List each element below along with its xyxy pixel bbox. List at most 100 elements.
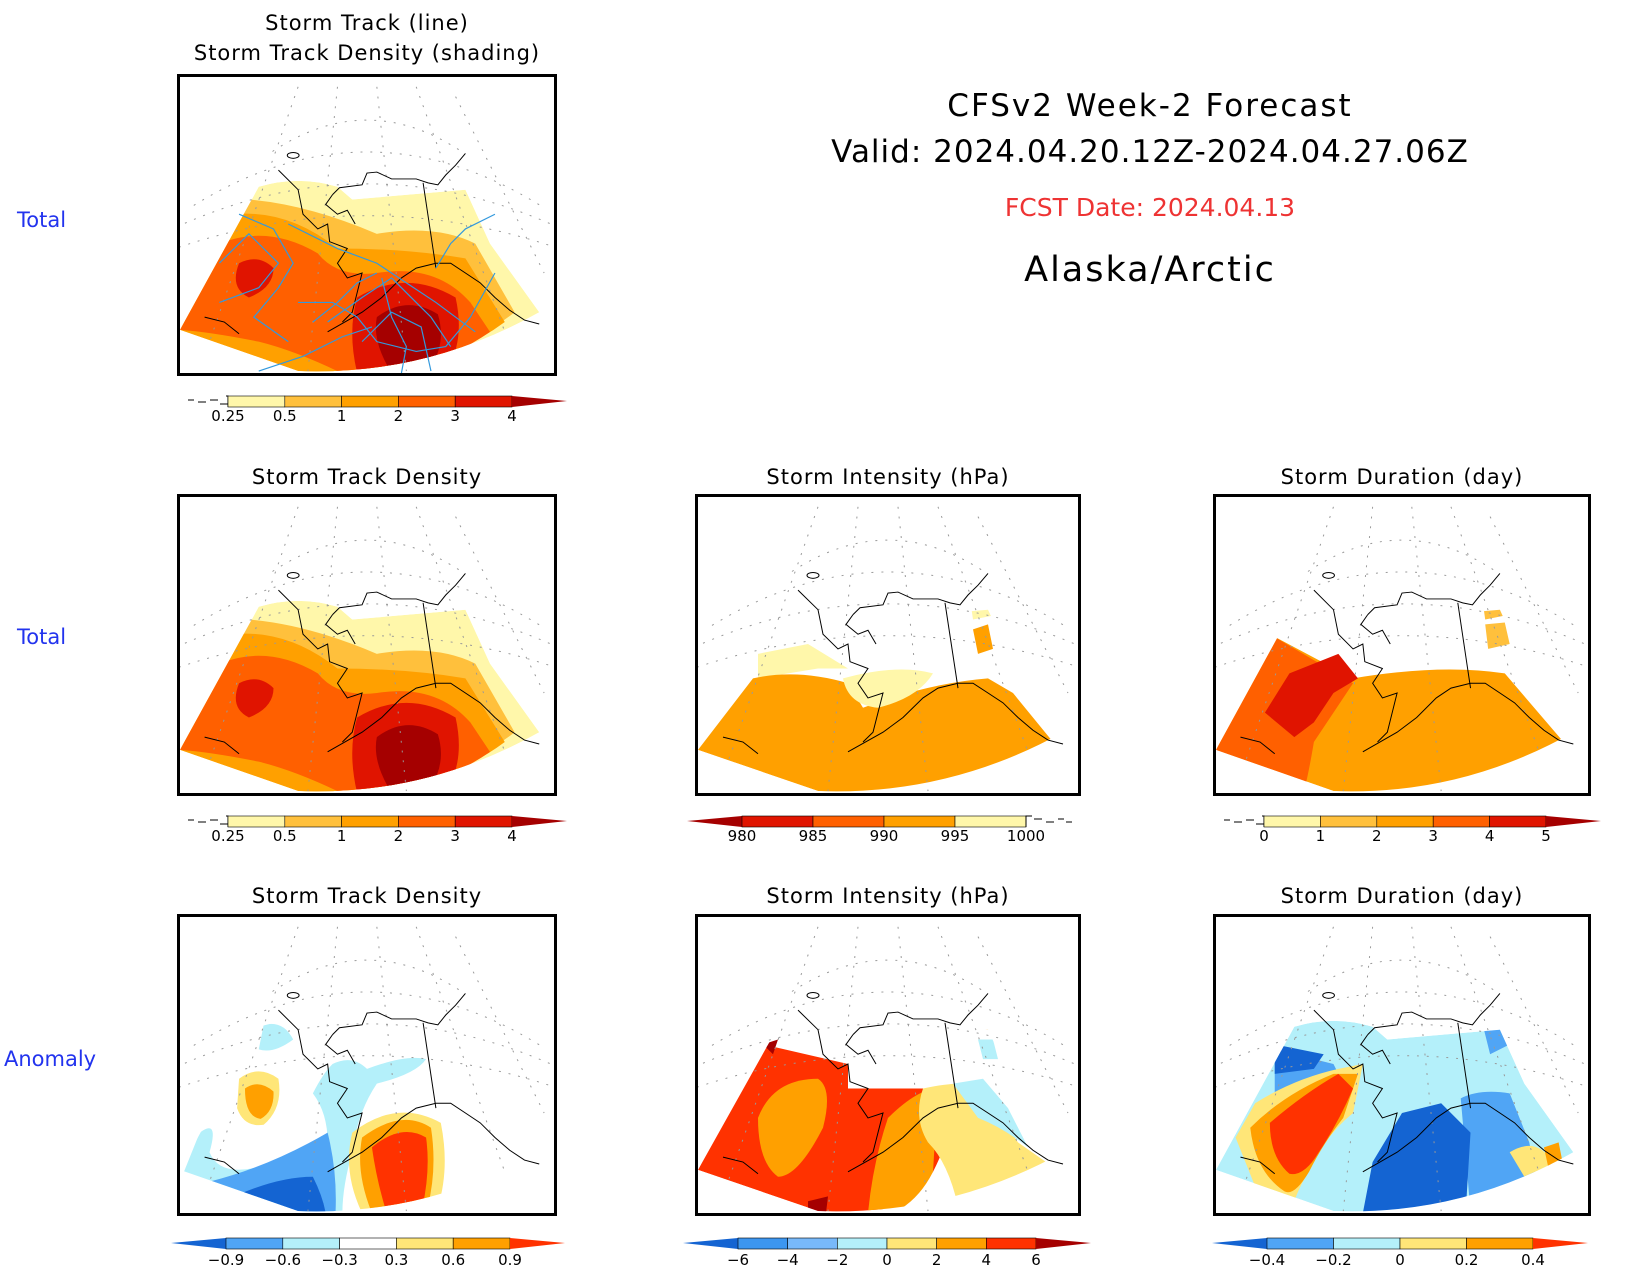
colorbar-tick-label: 980: [728, 827, 757, 845]
contour-neg-0.3: [258, 1023, 294, 1051]
colorbar-tick-label: 6: [1031, 1251, 1041, 1269]
longitude-line: [977, 516, 1069, 694]
colorbar-tick-label: 3: [450, 827, 460, 845]
map-panel-density-total: [177, 494, 557, 796]
panel-title-duration-total: Storm Duration (day): [1280, 465, 1524, 489]
coast-aleutians: [1240, 1156, 1276, 1175]
row-label-anomaly: Anomaly: [4, 1047, 97, 1071]
lat-lon-grid: [1216, 926, 1588, 1212]
lat-lon-grid: [180, 926, 554, 1212]
colorbar-arrow-min: [1212, 1238, 1267, 1249]
panel-title-intensity-total: Storm Intensity (hPa): [766, 465, 1010, 489]
latitude-line: [180, 603, 554, 646]
colorbar-tick-label: 4: [982, 1251, 992, 1269]
colorbar-segment: [1489, 815, 1547, 828]
colorbar-segment: [954, 815, 1027, 828]
contour-neg-2: [953, 1039, 1028, 1148]
colorbar-tick-label: 0.3: [384, 1251, 408, 1269]
colorbar-segment: [1266, 1237, 1334, 1250]
colorbar-tick-label: −0.9: [208, 1251, 244, 1269]
coast-gulf: [1362, 682, 1574, 753]
latitude-line: [711, 991, 1065, 1046]
longitude-line: [1489, 936, 1579, 1114]
latitude-line: [1307, 539, 1497, 572]
colorbar-tick-label: 5: [1541, 827, 1551, 845]
map-panel-duration-anom: [1213, 914, 1591, 1216]
colorbar-segment: [737, 1237, 788, 1250]
colorbar-tick-label: 0.25: [211, 407, 244, 425]
coast-aleutians: [204, 1156, 240, 1175]
coast-bering: [1313, 1009, 1398, 1163]
coast-seward: [1360, 614, 1391, 645]
map-panel-intensity-anom: [695, 914, 1081, 1216]
longitude-line: [937, 926, 1029, 1173]
map-canvas: [698, 506, 1078, 792]
colorbar-segment: [282, 1237, 340, 1250]
colorbar-segment: [883, 815, 956, 828]
longitude-line: [1450, 506, 1540, 753]
colorbar-tick-label: −2: [826, 1251, 848, 1269]
colorbar-tick-label: 1: [337, 827, 347, 845]
colorbar-arrow-min: [683, 1238, 738, 1249]
contour-pos-0.9: [371, 1132, 428, 1212]
contour-neg-0.4: [1274, 1020, 1540, 1212]
lat-lon-grid: [698, 506, 1078, 792]
border-line: [944, 1022, 959, 1109]
colorbar-segment: [396, 1237, 454, 1250]
coast-gulf: [327, 262, 540, 333]
colorbar-tick-label: −0.6: [265, 1251, 301, 1269]
coast-seward: [325, 194, 356, 225]
latitude-line: [698, 1023, 1078, 1066]
colorbar-segment: [1376, 815, 1434, 828]
coast-seward: [845, 614, 877, 645]
header-title: CFSv2 Week-2 Forecast: [947, 88, 1353, 124]
contour-pos-0.6: [1269, 1073, 1354, 1175]
longitude-line: [1489, 516, 1579, 694]
colorbar-tick-label: −0.3: [321, 1251, 357, 1269]
map-panel-track-density-lines: [177, 74, 557, 376]
coast-gulf: [1362, 1102, 1574, 1173]
colorbar-segment: [1399, 1237, 1467, 1250]
lat-lon-grid: [1216, 506, 1588, 792]
colorbar-tick-label: −0.2: [1315, 1251, 1351, 1269]
colorbar-segment: [1320, 815, 1378, 828]
latitude-line: [1216, 603, 1588, 646]
longitude-line: [937, 506, 1029, 753]
colorbar-arrow-max: [510, 1238, 565, 1249]
latitude-line: [698, 603, 1078, 646]
shaded-field: [180, 180, 540, 372]
colorbar-tick-label: 0: [1259, 827, 1269, 845]
colorbar-tick-label: 4: [507, 827, 517, 845]
colorbar-segment: [227, 395, 286, 408]
shaded-field: [698, 600, 1063, 792]
colorbar-segment: [1432, 815, 1490, 828]
latitude-line: [272, 119, 462, 152]
shaded-field: [1216, 600, 1564, 792]
lat-lon-grid: [180, 506, 554, 792]
panel-title-track-density-shading: Storm Track Density (shading): [193, 41, 541, 65]
latitude-line: [180, 1023, 554, 1066]
coast-arctic: [332, 573, 466, 615]
contour-1000-inner: [843, 669, 933, 708]
panel-title-intensity-anom: Storm Intensity (hPa): [766, 884, 1010, 908]
colorbar-intensity-total: 980 985 990 995 1000: [686, 815, 1086, 846]
coast-aleutians: [1240, 736, 1276, 755]
panel-title-density-total: Storm Track Density: [251, 465, 483, 489]
latitude-line: [791, 959, 985, 992]
shaded-field: [1216, 1020, 1574, 1212]
storm-track: [287, 223, 476, 333]
colorbar-segment: [936, 1237, 987, 1250]
island-icon: [1322, 991, 1335, 999]
colorbar-min-marker: [1224, 815, 1265, 827]
row-label-total-2: Total: [17, 625, 67, 649]
colorbar-segment: [741, 815, 814, 828]
coast-aleutians: [722, 736, 759, 755]
latitude-line: [193, 571, 541, 626]
coast-seward: [325, 1034, 356, 1065]
storm-track: [298, 272, 496, 353]
colorbar-max-marker: [1025, 815, 1072, 827]
storm-track: [218, 232, 280, 303]
longitude-line: [209, 926, 299, 1182]
coastline: [204, 571, 540, 755]
island-icon: [286, 991, 300, 999]
